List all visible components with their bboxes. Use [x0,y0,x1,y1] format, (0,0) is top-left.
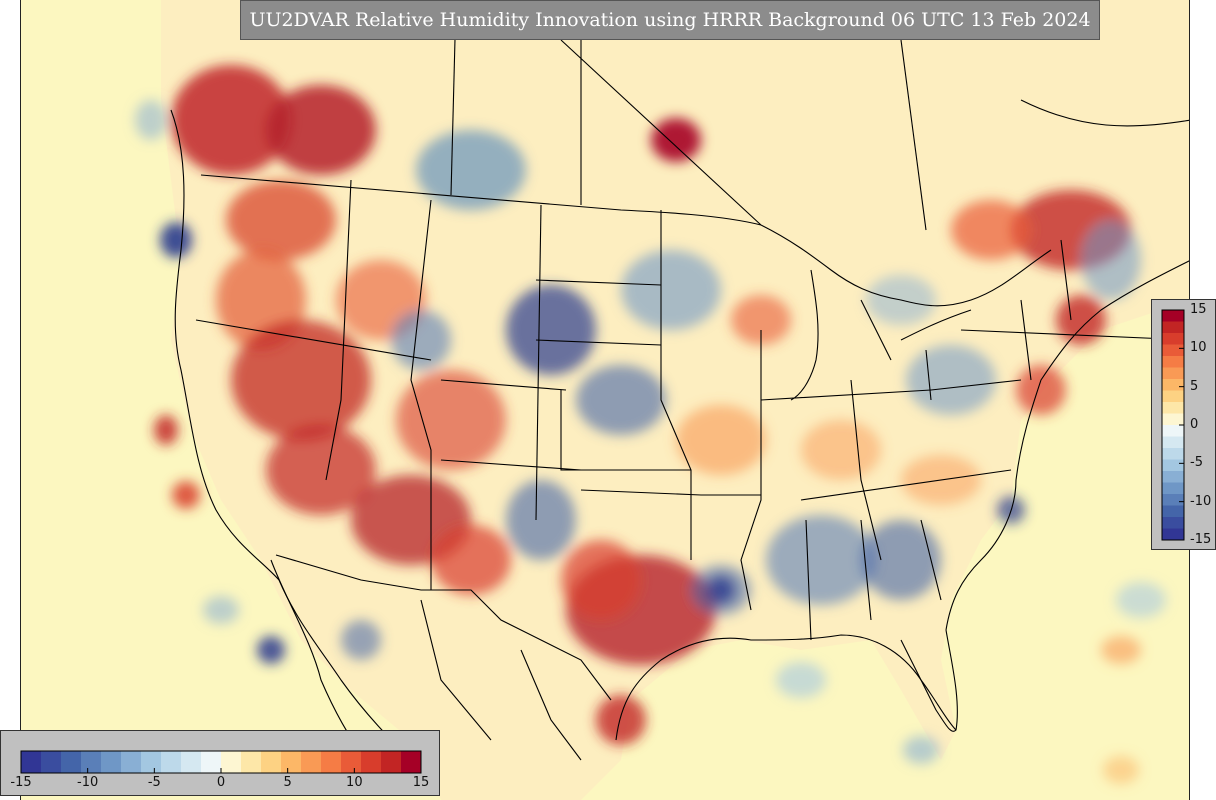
colorbar-tick-label: -15 [1190,532,1212,547]
boundary-lines [170,0,1189,761]
colorbar-swatch [401,751,422,773]
colorbar-swatch [1162,344,1184,357]
colorbar-swatch [161,751,182,773]
colorbar-tick-label: 5 [283,775,292,790]
colorbar-tick-label: 15 [1190,302,1207,317]
colorbar-swatch [1162,436,1184,449]
colorbar-swatch [1162,425,1184,437]
colorbar-swatch [341,751,362,773]
colorbar-tick-label: -15 [10,775,32,790]
colorbar-swatch [41,751,62,773]
colorbar-swatch [201,751,222,773]
colorbar-tick-label: 10 [346,775,363,790]
colorbar-swatch [301,751,322,773]
colorbar-swatch [1162,321,1184,334]
colorbar-swatch [1162,413,1184,426]
colorbar-swatch [121,751,142,773]
colorbar-swatch [1162,367,1184,380]
colorbar-swatch [281,751,302,773]
colorbar-swatch [1162,517,1184,529]
colorbar-tick-label: 15 [412,775,430,790]
colorbar-swatch [141,751,162,773]
colorbar-swatch [321,751,342,773]
colorbar-swatch [181,751,202,773]
colorbar-tick-label: -10 [77,775,99,790]
colorbar-swatch [1162,379,1184,391]
colorbar-tick-label: -5 [147,775,161,790]
colorbar-swatch [1162,471,1184,483]
colorbar-tick-label: 5 [1190,378,1199,394]
colorbar-swatch [1162,448,1184,460]
colorbar-swatch [1162,390,1184,403]
colorbar-tick-label: 10 [1190,340,1207,356]
colorbar-swatch [81,751,102,773]
land-mass [161,0,1189,800]
colorbar-horizontal-strip [20,750,422,774]
colorbar-swatch [1162,356,1184,368]
colorbar-vertical: 15 10 5 0 -5 -10 -15 [1151,299,1216,550]
colorbar-swatch [241,751,262,773]
colorbar-swatch [361,751,382,773]
colorbar-swatch [1162,333,1184,345]
colorbar-swatch [1162,482,1184,495]
colorbar-swatch [381,751,402,773]
map [20,0,1190,800]
colorbar-tick-label: -5 [1190,455,1203,471]
colorbar-swatch [21,751,42,773]
colorbar-tick-label: 0 [1190,417,1199,432]
innovation-field [135,65,1166,784]
colorbar-swatch [221,751,242,773]
colorbar-swatch [61,751,82,773]
colorbar-horizontal: -15 -10 -5 0 5 10 15 [0,730,440,796]
map-title: UU2DVAR Relative Humidity Innovation usi… [240,0,1100,40]
colorbar-tick-label: -10 [1190,493,1212,509]
colorbar-swatch [1162,505,1184,518]
colorbar-swatch [1162,494,1184,506]
colorbar-swatch [261,751,282,773]
map-canvas [21,0,1189,800]
colorbar-swatch [1162,402,1184,414]
colorbar-swatch [1162,459,1184,472]
colorbar-swatch [1162,528,1184,541]
colorbar-swatch [101,751,122,773]
colorbar-swatch [1162,310,1184,322]
colorbar-tick-label: 0 [216,775,226,790]
colorbar-vertical-strip [1161,309,1185,541]
